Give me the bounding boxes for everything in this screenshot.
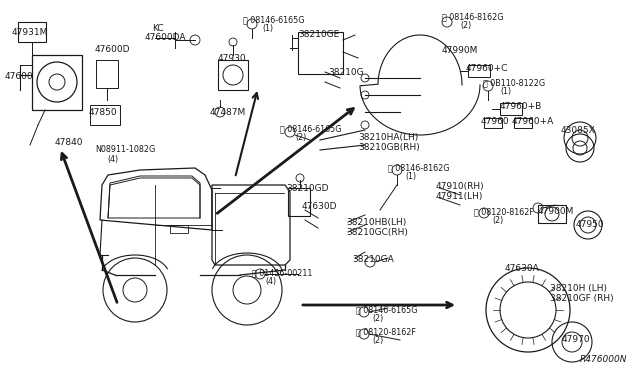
- Bar: [514, 118, 532, 128]
- Bar: [18, 22, 46, 42]
- Text: (2): (2): [372, 314, 383, 323]
- Bar: [288, 188, 310, 216]
- Text: 47600: 47600: [5, 72, 34, 81]
- Text: 47600DA: 47600DA: [145, 33, 186, 42]
- Text: 47900M: 47900M: [538, 207, 574, 216]
- Text: Ⓑ 08146-6165G: Ⓑ 08146-6165G: [280, 124, 342, 133]
- Text: N08911-1082G: N08911-1082G: [95, 145, 156, 154]
- Text: Ⓑ 08146-6165G: Ⓑ 08146-6165G: [243, 15, 305, 24]
- Text: 47960+C: 47960+C: [466, 64, 508, 73]
- Text: Ⓑ 08146-8162G: Ⓑ 08146-8162G: [442, 12, 504, 21]
- Text: 43085X: 43085X: [561, 126, 596, 135]
- Text: 47931M: 47931M: [12, 28, 49, 37]
- Text: 47487M: 47487M: [210, 108, 246, 117]
- Text: 47950: 47950: [576, 220, 605, 229]
- Text: (2): (2): [492, 216, 503, 225]
- Text: 47840: 47840: [55, 138, 83, 147]
- Bar: [32, 55, 82, 110]
- Text: 38210H (LH): 38210H (LH): [550, 284, 607, 293]
- Text: (4): (4): [265, 277, 276, 286]
- Text: 38210GF (RH): 38210GF (RH): [550, 294, 614, 303]
- Bar: [218, 60, 248, 90]
- Text: 47970: 47970: [562, 335, 591, 344]
- Bar: [468, 65, 490, 77]
- Text: (4): (4): [107, 155, 118, 164]
- Text: (2): (2): [460, 21, 471, 30]
- Text: R476000N: R476000N: [580, 355, 627, 364]
- Text: (2): (2): [295, 133, 307, 142]
- Text: 38210HA(LH): 38210HA(LH): [358, 133, 419, 142]
- Text: KC: KC: [152, 24, 164, 33]
- Text: (1): (1): [405, 172, 416, 181]
- Text: Ⓑ 08120-8162F: Ⓑ 08120-8162F: [356, 327, 416, 336]
- Bar: [484, 118, 502, 128]
- Text: Ⓑ 08146-8162G: Ⓑ 08146-8162G: [388, 163, 449, 172]
- Text: (2): (2): [372, 336, 383, 345]
- Text: 47960+A: 47960+A: [512, 117, 554, 126]
- Text: 47910(RH): 47910(RH): [436, 182, 484, 191]
- Bar: [298, 32, 343, 74]
- Text: 47990M: 47990M: [442, 46, 478, 55]
- Text: 47911(LH): 47911(LH): [436, 192, 483, 201]
- Bar: [96, 60, 118, 88]
- Text: 38210GA: 38210GA: [352, 255, 394, 264]
- Text: Ⓑ 08120-8162F: Ⓑ 08120-8162F: [474, 207, 534, 216]
- Text: 38210GD: 38210GD: [286, 184, 328, 193]
- Text: 47630D: 47630D: [302, 202, 337, 211]
- Text: 38210G: 38210G: [328, 68, 364, 77]
- Text: 38210GE: 38210GE: [298, 30, 339, 39]
- Text: Ⓑ 01456-00211: Ⓑ 01456-00211: [252, 268, 312, 277]
- Text: Ⓑ 0B110-8122G: Ⓑ 0B110-8122G: [483, 78, 545, 87]
- Text: Ⓑ 08146-6165G: Ⓑ 08146-6165G: [356, 305, 417, 314]
- Text: 38210HB(LH): 38210HB(LH): [346, 218, 406, 227]
- Text: (1): (1): [500, 87, 511, 96]
- Text: 47960+B: 47960+B: [500, 102, 542, 111]
- Text: 47600D: 47600D: [95, 45, 131, 54]
- Text: 47930: 47930: [218, 54, 246, 63]
- Text: 38210GB(RH): 38210GB(RH): [358, 143, 420, 152]
- Bar: [500, 103, 522, 115]
- Text: 47960: 47960: [481, 117, 509, 126]
- Bar: [170, 225, 188, 233]
- Bar: [538, 205, 566, 223]
- Bar: [90, 105, 120, 125]
- Text: 47630A: 47630A: [505, 264, 540, 273]
- Text: 47850: 47850: [89, 108, 118, 117]
- Text: (1): (1): [262, 24, 273, 33]
- Text: 38210GC(RH): 38210GC(RH): [346, 228, 408, 237]
